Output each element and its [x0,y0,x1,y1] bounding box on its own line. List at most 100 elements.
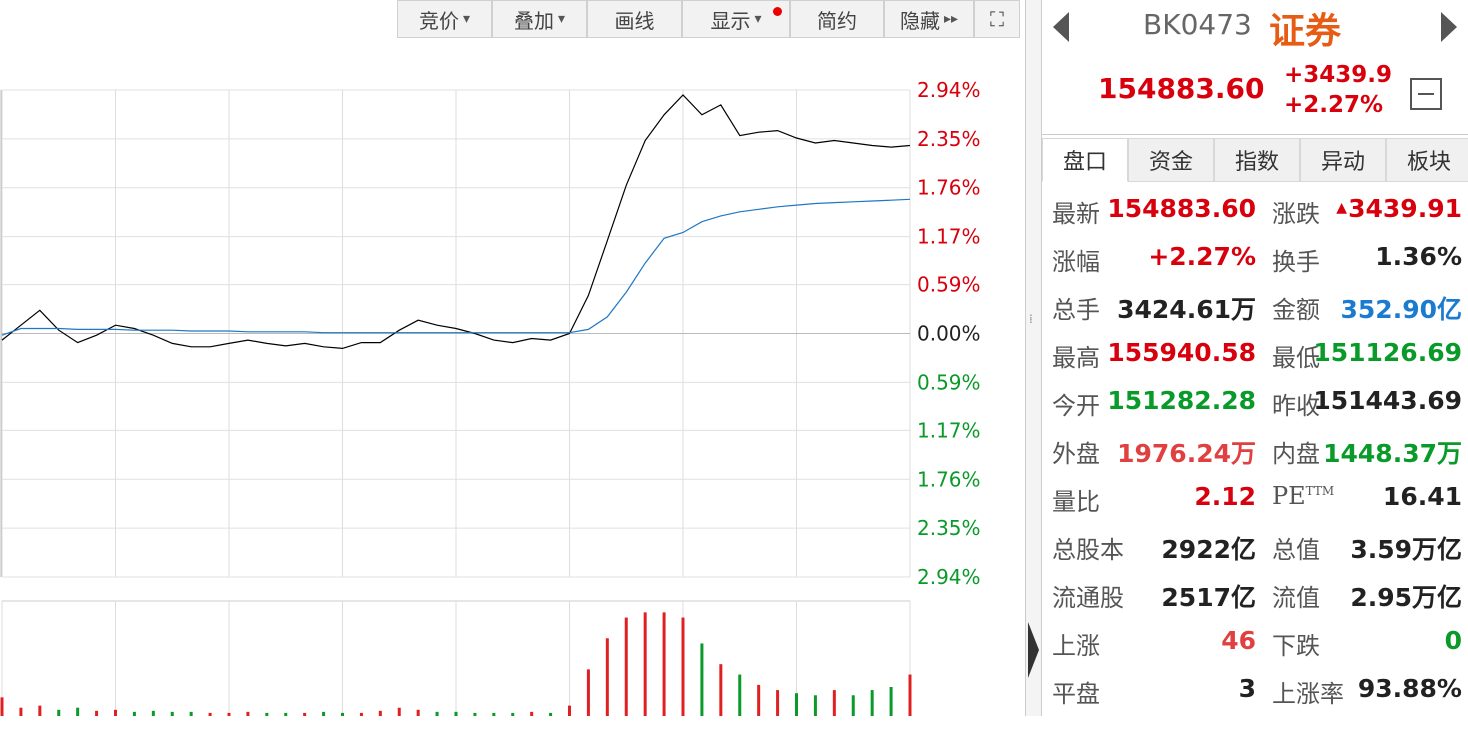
tab[interactable]: 板块 [1386,138,1468,182]
button-label: 简约 [817,8,857,33]
price-line [1,94,911,350]
volume-bar [568,705,571,716]
label-text: PE [1272,482,1306,510]
toolbar-button[interactable]: 竞价 ▾ [397,0,492,38]
y-tick-label: 0.59% [917,273,981,297]
y-tick-label: 2.35% [917,516,981,540]
minimize-button[interactable] [1410,78,1442,110]
next-button[interactable] [1441,12,1457,42]
quote-value: 151282.28 [1107,386,1256,415]
quote-label: 内盘 [1272,440,1320,468]
volume-bar [95,710,99,716]
quote-label: 最新 [1052,200,1100,228]
quote-value: 93.88% [1357,674,1462,703]
quote-value: 3 [1238,674,1256,703]
quote-label: 流值 [1272,584,1320,612]
y-tick-label: 1.76% [917,176,981,200]
volume-bar [416,709,420,716]
button-label: 画线 [614,8,655,33]
name: 证券 [1269,11,1342,52]
quote-value: 3424.61万 [1117,295,1256,324]
badge [773,7,782,16]
quote-value: 1976.24万 [1117,439,1256,468]
volume-bar [700,643,704,716]
volume-bar [322,711,326,716]
tab[interactable]: 异动 [1300,138,1386,182]
quote-value: 2922亿 [1161,535,1256,564]
button-label: 竞价 [418,8,459,33]
fullscreen-button[interactable]: ⛶ [974,0,1020,38]
volume-bar [511,712,515,716]
volume-bar [38,705,42,716]
volume-bar [870,690,874,716]
quote-value: 0 [1444,626,1462,655]
toolbar-button[interactable]: 画线 [587,0,682,38]
toolbar-button[interactable]: 简约 [790,0,884,38]
quote-value: 151126.69 [1313,338,1462,367]
quote-label: 总值 [1272,536,1320,564]
quote-label: 今开 [1052,392,1100,420]
code: BK0473 [1143,8,1252,41]
quote-label: 上涨 [1052,632,1100,660]
splitter[interactable]: ⁞ [1025,0,1042,716]
button-icon: ▾ [754,11,762,27]
volume-bar [473,712,477,716]
tab[interactable]: 资金 [1128,138,1214,182]
volume-bar [719,664,723,716]
quote-label: 总手 [1052,296,1100,324]
quote-value: +2.27% [1148,242,1256,271]
collapse-handle[interactable] [1028,622,1039,678]
volume-bar [681,617,685,716]
toolbar-button[interactable]: 显示 ▾ [682,0,790,38]
quote-value: 155940.58 [1107,338,1256,367]
quote-label: 涨幅 [1052,248,1100,276]
quote-label: 流通股 [1052,584,1124,612]
label-sup: TTM [1305,484,1335,498]
quote-value: 2517亿 [1161,583,1256,612]
volume-bar [605,638,609,716]
volume-bar [151,710,155,716]
button-icon: ▾ [462,11,471,27]
button-icon: ▸▸ [943,11,959,27]
quote-label: 最低 [1272,344,1320,372]
y-tick-label: 0.00% [917,322,981,346]
quote-label: 总股本 [1052,536,1124,564]
volume-bar [832,690,836,716]
chart: 2.94% 2.35% 1.76% 1.17% 0.59% 0.00% 0.59% 1.17%… [0,78,981,716]
y-tick-label: 1.17% [917,225,981,249]
quote-label: 平盘 [1052,680,1100,708]
price-line [1,198,911,336]
y-tick-label: 1.17% [917,418,981,442]
volume-bar [889,686,893,716]
y-tick-label: 0.59% [917,370,981,394]
prev-button[interactable] [1053,12,1069,42]
volume-bar [851,695,855,716]
volume-bar [19,707,23,716]
button-label: 叠加 [513,8,554,33]
up-arrow: ▲ [1336,200,1347,216]
volume-bar [776,690,780,716]
quote-value: 352.90亿 [1340,295,1462,324]
volume-bar [435,711,439,716]
volume-bar [492,712,496,716]
volume-bar [132,711,136,716]
quote-label: 昨收 [1272,392,1320,420]
volume-bar [397,707,401,716]
grip: ⁞ [1029,312,1033,326]
quote-label: 量比 [1052,488,1100,516]
tab[interactable]: 盘口 [1042,138,1128,182]
volume-bar [246,711,250,716]
toolbar-button[interactable]: 叠加 ▾ [492,0,587,38]
volume-bar [813,695,817,716]
volume-bar [908,674,912,716]
volume-bar [454,711,458,716]
tab[interactable]: 指数 [1214,138,1300,182]
volume-bar [170,711,174,716]
toolbar-button[interactable]: 隐藏 ▸▸ [884,0,974,38]
quote-value: 151443.69 [1313,386,1462,415]
volume-bar [549,712,553,716]
quote-value: 154883.60 [1107,194,1256,223]
quote-label: 下跌 [1272,632,1320,660]
quote-label: 外盘 [1052,440,1100,468]
volume-bar [624,617,628,716]
